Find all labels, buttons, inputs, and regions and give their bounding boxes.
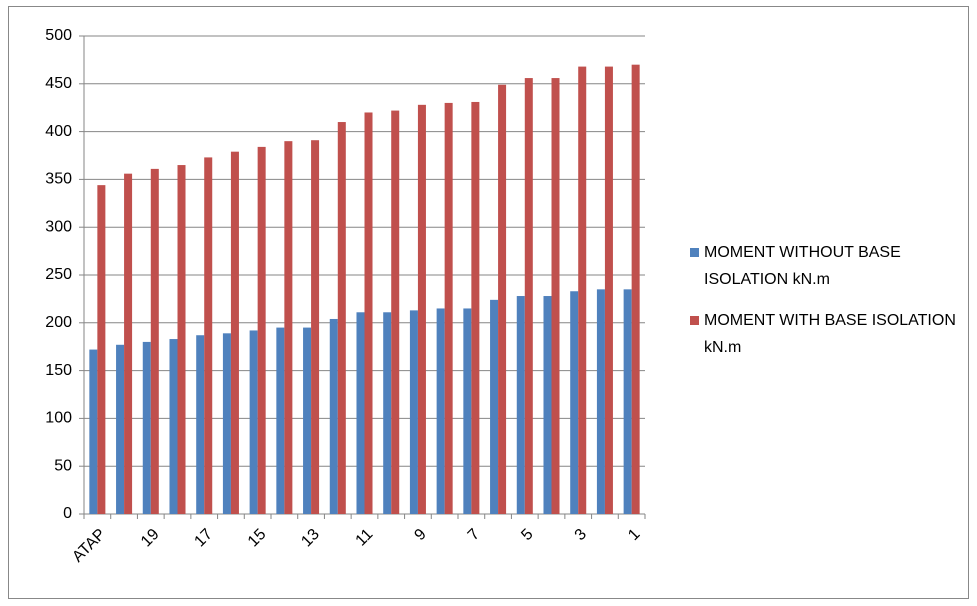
bar	[596, 289, 605, 514]
bar	[329, 318, 338, 514]
bar	[463, 308, 472, 514]
bar	[257, 146, 266, 514]
bar	[116, 344, 125, 514]
bar	[177, 165, 186, 514]
x-tick-label: 15	[245, 526, 270, 551]
bar	[97, 185, 106, 515]
y-tick-label: 0	[63, 505, 72, 522]
bar	[570, 291, 579, 514]
bar	[543, 296, 552, 514]
x-tick-label: 3	[572, 526, 590, 544]
x-tick-label: 7	[465, 526, 483, 544]
bar	[249, 330, 258, 514]
x-tick-label: 9	[411, 526, 429, 544]
bar	[150, 168, 159, 514]
y-tick-label: 300	[45, 218, 72, 235]
bar	[284, 141, 293, 514]
bar	[471, 101, 480, 515]
bar	[337, 122, 346, 514]
bar	[356, 312, 365, 514]
bar	[204, 157, 213, 515]
bar	[89, 349, 98, 514]
x-tick-label: 11	[353, 526, 377, 550]
y-tick-label: 50	[54, 457, 72, 474]
bar	[524, 78, 533, 515]
legend-item: MOMENT WITH BASE ISOLATION kN.m	[690, 307, 970, 361]
chart-border	[8, 6, 969, 599]
y-tick-label: 250	[45, 266, 72, 283]
legend: MOMENT WITHOUT BASE ISOLATION kN.m MOMENT…	[690, 239, 970, 375]
bar	[169, 339, 178, 514]
legend-label: MOMENT WITHOUT BASE ISOLATION kN.m	[704, 244, 901, 288]
legend-swatch	[690, 316, 699, 325]
bar	[303, 327, 312, 514]
legend-label: MOMENT WITH BASE ISOLATION kN.m	[704, 312, 956, 356]
bar	[230, 151, 239, 514]
legend-item: MOMENT WITHOUT BASE ISOLATION kN.m	[690, 239, 970, 293]
bar	[578, 66, 587, 514]
y-tick-label: 450	[45, 75, 72, 92]
bar	[409, 310, 418, 514]
bar	[498, 84, 507, 515]
x-tick-label: 1	[625, 526, 643, 544]
bar	[383, 312, 392, 514]
y-tick-label: 500	[45, 27, 72, 44]
bar	[196, 335, 205, 514]
bar	[623, 289, 632, 514]
y-tick-label: 150	[45, 362, 72, 379]
x-tick-label: 13	[298, 526, 323, 551]
x-tick-label: 17	[191, 526, 216, 551]
bar	[124, 173, 133, 514]
bar	[516, 296, 525, 514]
bar	[436, 308, 445, 514]
x-tick-label: ATAP	[69, 526, 109, 566]
x-tick-label: 19	[138, 526, 163, 551]
y-tick-label: 100	[45, 410, 72, 427]
y-tick-label: 400	[45, 123, 72, 140]
legend-swatch	[690, 248, 699, 257]
bar	[364, 112, 373, 514]
bar	[604, 66, 613, 514]
x-tick-label: 5	[518, 526, 536, 544]
bar	[417, 104, 426, 514]
bar	[311, 140, 320, 515]
y-tick-label: 350	[45, 171, 72, 188]
bar	[631, 64, 640, 515]
bar	[142, 341, 151, 514]
bar	[276, 327, 285, 514]
bar	[391, 110, 400, 515]
bar	[444, 102, 453, 515]
bar	[490, 299, 499, 514]
bar	[222, 333, 231, 514]
y-tick-label: 200	[45, 314, 72, 331]
bar	[551, 78, 560, 515]
